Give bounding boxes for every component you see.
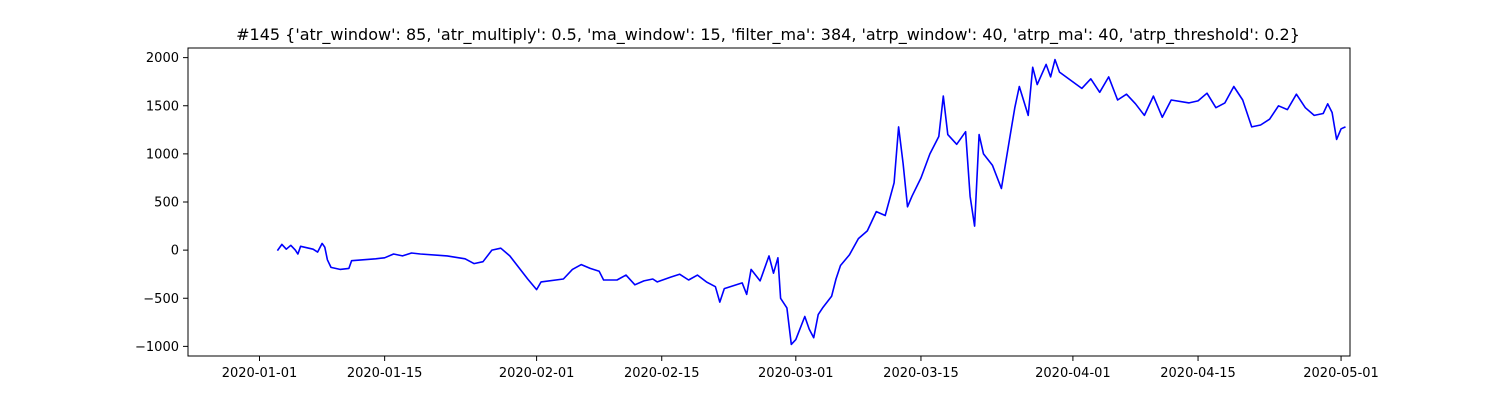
y-tick-label: 1000 <box>146 147 179 162</box>
x-tick-label: 2020-02-01 <box>499 366 575 381</box>
x-tick-label: 2020-04-01 <box>1035 366 1111 381</box>
y-tick-label: 2000 <box>146 51 179 66</box>
chart-title: #145 {'atr_window': 85, 'atr_multiply': … <box>236 25 1300 45</box>
x-tick-label: 2020-03-15 <box>883 366 959 381</box>
y-tick-label: 500 <box>154 196 179 211</box>
x-tick-label: 2020-05-01 <box>1303 366 1379 381</box>
series-line <box>276 58 1346 346</box>
x-tick-label: 2020-02-15 <box>624 366 700 381</box>
plot-frame <box>187 47 1351 357</box>
x-axis-ticks: 2020-01-01 2020-01-15 2020-02-01 2020-02-15… <box>222 356 1379 381</box>
x-tick-label: 2020-04-15 <box>1160 366 1236 381</box>
y-axis-ticks: 2000 1500 1000 500 0 −500 −1000 <box>135 51 188 355</box>
x-tick-label: 2020-01-01 <box>222 366 298 381</box>
x-tick-label: 2020-01-15 <box>347 366 423 381</box>
y-tick-label: 1500 <box>146 99 179 114</box>
x-tick-label: 2020-03-01 <box>758 366 834 381</box>
y-tick-label: 0 <box>171 244 179 259</box>
y-tick-label: −1000 <box>135 340 179 355</box>
y-tick-label: −500 <box>143 292 179 307</box>
